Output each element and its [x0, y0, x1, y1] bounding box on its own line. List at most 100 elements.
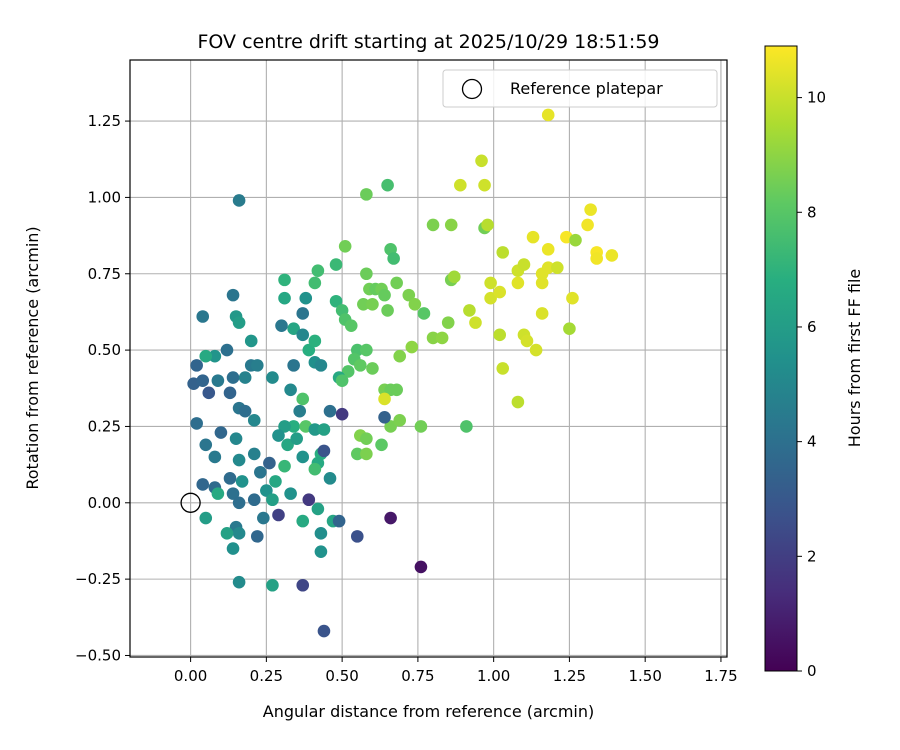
legend: Reference platepar — [442, 69, 718, 108]
data-point — [360, 432, 373, 445]
data-point — [287, 322, 300, 336]
data-point — [190, 417, 203, 430]
y-tick-label: 0.25 — [88, 417, 121, 435]
x-tick-label: 1.50 — [628, 667, 661, 685]
data-point — [378, 410, 391, 424]
data-point — [247, 414, 261, 427]
data-point — [293, 404, 307, 418]
data-point — [232, 496, 246, 510]
legend-label-reference-platepar: Reference platepar — [510, 79, 663, 98]
data-point — [360, 267, 373, 281]
colorbar-tick-label: 10 — [807, 89, 826, 107]
colorbar-label: Hours from first FF file — [845, 269, 864, 448]
data-point — [496, 246, 510, 259]
x-tick-label: 1.25 — [553, 667, 586, 685]
data-point — [308, 334, 322, 348]
data-point — [581, 218, 594, 232]
data-point — [226, 371, 240, 384]
data-point — [214, 426, 228, 439]
chart-title: FOV centre drift starting at 2025/10/29 … — [197, 31, 659, 53]
data-point — [211, 374, 225, 387]
data-point — [541, 243, 555, 256]
y-tick-label: 1.25 — [88, 112, 121, 130]
data-point — [323, 404, 337, 418]
data-point — [484, 291, 497, 305]
x-tick-label: 0.75 — [401, 667, 434, 685]
legend-marker-reference-platepar — [461, 78, 483, 100]
data-point — [484, 276, 497, 290]
data-point — [469, 316, 482, 329]
reference-platepar-marker — [180, 492, 201, 513]
x-tick-label: 1.75 — [704, 667, 737, 685]
data-point — [199, 511, 213, 525]
data-point — [296, 392, 310, 406]
data-point — [196, 310, 210, 323]
data-point — [232, 575, 246, 589]
data-point — [199, 438, 213, 452]
plot-frame — [129, 59, 728, 658]
data-point — [223, 472, 237, 485]
data-point — [232, 453, 246, 467]
data-point — [311, 264, 325, 278]
data-point — [226, 487, 240, 500]
y-tick-label: 0.75 — [88, 265, 121, 283]
data-point — [296, 514, 310, 528]
data-point — [357, 297, 370, 311]
data-point — [584, 203, 597, 216]
data-point — [314, 545, 328, 558]
data-point — [350, 447, 364, 461]
data-point — [308, 276, 322, 290]
data-point — [247, 493, 261, 507]
data-point — [605, 249, 619, 262]
data-point — [296, 307, 310, 320]
data-point — [284, 487, 297, 500]
data-point — [220, 527, 234, 540]
colorbar-tick-label: 0 — [807, 662, 817, 680]
data-point — [408, 297, 422, 311]
gridlines — [130, 60, 727, 657]
data-point — [360, 447, 373, 461]
x-tick-label: 0.00 — [174, 667, 207, 685]
data-point — [511, 276, 525, 290]
data-point — [447, 270, 461, 284]
data-point — [414, 420, 428, 433]
data-point — [308, 423, 322, 436]
data-point — [550, 261, 564, 274]
data-point — [314, 359, 328, 372]
colorbar-tick-label: 4 — [807, 433, 817, 451]
data-point — [329, 294, 343, 308]
data-point — [390, 383, 403, 397]
data-point — [375, 438, 388, 452]
data-point — [402, 288, 416, 302]
data-point — [226, 542, 240, 555]
data-point — [190, 359, 203, 372]
data-point — [366, 297, 379, 311]
data-point — [390, 276, 403, 290]
x-tick-label: 1.00 — [477, 667, 510, 685]
data-point — [541, 108, 555, 122]
data-point — [332, 514, 346, 528]
data-point — [287, 420, 300, 433]
data-point — [517, 258, 531, 271]
data-point — [287, 359, 300, 372]
y-tick-label: 0.50 — [88, 341, 121, 359]
data-point — [208, 450, 222, 464]
x-axis-ticks: 0.00 0.25 0.50 0.75 1.00 1.25 1.50 1.75 — [174, 657, 738, 685]
data-point — [481, 218, 494, 232]
data-point — [405, 340, 419, 354]
data-point — [269, 475, 282, 488]
data-point — [244, 334, 258, 348]
data-point — [520, 334, 534, 348]
data-point — [335, 407, 349, 421]
data-point — [569, 233, 582, 247]
data-point — [317, 444, 331, 458]
data-point — [475, 154, 488, 168]
data-point — [220, 343, 234, 357]
data-point — [208, 349, 222, 363]
y-axis-label: Rotation from reference (arcmin) — [23, 226, 42, 489]
data-point — [229, 432, 243, 445]
data-point — [257, 511, 270, 525]
data-point — [384, 511, 397, 525]
data-point — [529, 343, 543, 357]
